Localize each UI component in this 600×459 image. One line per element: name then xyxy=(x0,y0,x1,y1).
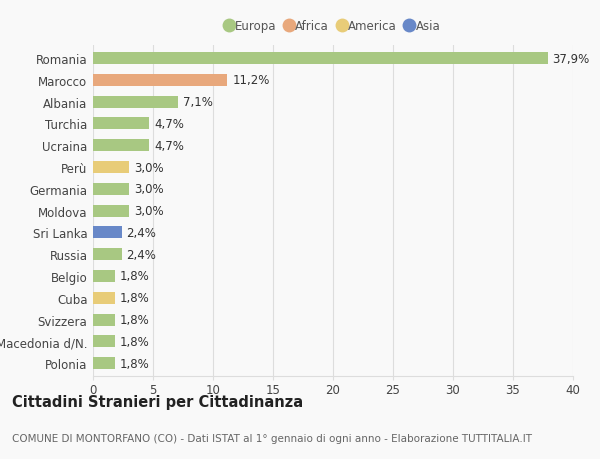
Text: 1,8%: 1,8% xyxy=(119,335,149,348)
Text: 37,9%: 37,9% xyxy=(553,52,590,66)
Text: 3,0%: 3,0% xyxy=(134,183,163,196)
Text: 2,4%: 2,4% xyxy=(127,248,157,261)
Bar xyxy=(93,75,227,87)
Text: COMUNE DI MONTORFANO (CO) - Dati ISTAT al 1° gennaio di ogni anno - Elaborazione: COMUNE DI MONTORFANO (CO) - Dati ISTAT a… xyxy=(12,433,532,442)
Bar xyxy=(93,314,115,326)
Text: 1,8%: 1,8% xyxy=(119,357,149,370)
Text: 3,0%: 3,0% xyxy=(134,205,163,218)
Bar xyxy=(93,53,548,65)
Bar xyxy=(93,358,115,369)
Bar xyxy=(93,270,115,282)
Bar xyxy=(93,292,115,304)
Text: 4,7%: 4,7% xyxy=(154,118,184,131)
Bar xyxy=(93,184,129,196)
Text: 1,8%: 1,8% xyxy=(119,270,149,283)
Text: 11,2%: 11,2% xyxy=(232,74,269,87)
Text: 3,0%: 3,0% xyxy=(134,161,163,174)
Bar xyxy=(93,336,115,347)
Text: Cittadini Stranieri per Cittadinanza: Cittadini Stranieri per Cittadinanza xyxy=(12,394,303,409)
Bar xyxy=(93,227,122,239)
Text: 1,8%: 1,8% xyxy=(119,291,149,305)
Bar xyxy=(93,118,149,130)
Text: 2,4%: 2,4% xyxy=(127,226,157,239)
Bar xyxy=(93,162,129,174)
Bar xyxy=(93,249,122,261)
Legend: Europa, Africa, America, Asia: Europa, Africa, America, Asia xyxy=(226,21,440,34)
Text: 1,8%: 1,8% xyxy=(119,313,149,326)
Text: 4,7%: 4,7% xyxy=(154,140,184,152)
Text: 7,1%: 7,1% xyxy=(183,96,213,109)
Bar xyxy=(93,140,149,152)
Bar xyxy=(93,205,129,217)
Bar xyxy=(93,96,178,108)
